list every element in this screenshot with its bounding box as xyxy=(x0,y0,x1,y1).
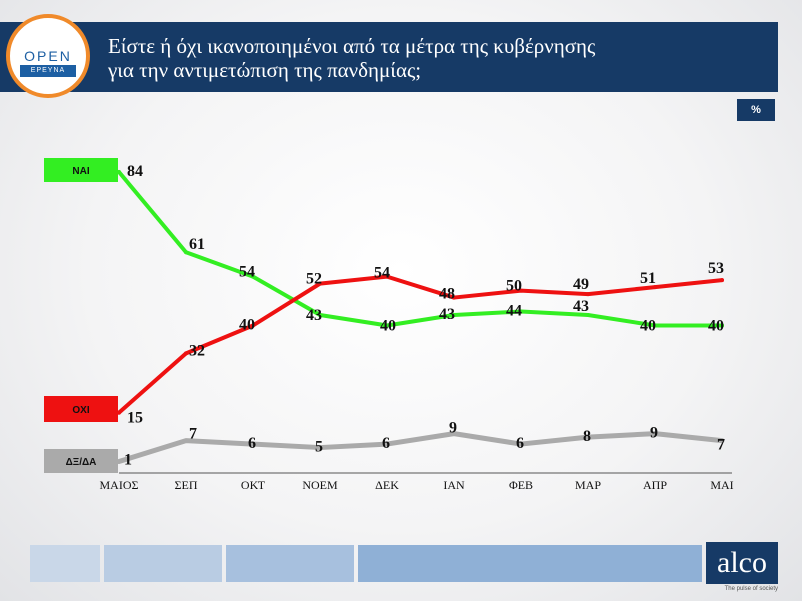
footer-strip xyxy=(226,545,354,582)
x-tick-label: ΙΑΝ xyxy=(443,478,465,492)
legend-label: ΔΞ/ΔΑ xyxy=(66,457,97,468)
data-label: 6 xyxy=(248,435,256,452)
series-line-3 xyxy=(116,431,725,465)
data-point xyxy=(720,438,724,443)
footer-strip xyxy=(104,545,222,582)
data-point xyxy=(653,323,657,328)
data-label: 15 xyxy=(127,410,143,427)
data-point xyxy=(519,288,523,293)
data-label: 43 xyxy=(439,306,455,323)
data-label: 1 xyxy=(124,452,132,469)
data-point xyxy=(318,445,322,450)
data-label: 7 xyxy=(717,437,725,454)
data-label: 8 xyxy=(583,428,591,445)
data-point xyxy=(184,351,188,356)
data-label: 6 xyxy=(382,435,390,452)
x-tick-label: ΔΕΚ xyxy=(375,478,399,492)
data-label: 44 xyxy=(506,303,522,320)
x-tick-label: ΑΠΡ xyxy=(643,478,667,492)
logo-text: OPEN xyxy=(24,48,72,64)
legend-swatch xyxy=(44,449,118,473)
logo-subtitle: ΕΡΕΥΝΑ xyxy=(20,65,76,77)
data-label: 9 xyxy=(650,425,658,442)
title-line-2: για την αντιμετώπιση της πανδημίας; xyxy=(108,58,422,82)
data-label: 43 xyxy=(573,298,589,315)
page-title: Είστε ή όχι ικανοποιημένοι από τα μέτρα … xyxy=(108,34,768,82)
legend-swatch xyxy=(44,396,118,422)
alco-tagline: The pulse of society xyxy=(724,586,778,592)
data-point xyxy=(653,431,657,436)
data-label: 61 xyxy=(189,236,205,253)
unit-badge: % xyxy=(737,99,775,121)
data-point xyxy=(184,250,188,255)
data-point xyxy=(452,313,456,318)
data-label: 52 xyxy=(306,271,322,288)
data-point xyxy=(318,313,322,318)
data-label: 54 xyxy=(239,264,255,281)
x-tick-label: ΣΕΠ xyxy=(175,478,198,492)
x-tick-label: ΜΑΙ xyxy=(710,478,733,492)
data-point xyxy=(720,323,724,328)
data-point xyxy=(586,313,590,318)
footer-strip xyxy=(30,545,100,582)
title-line-1: Είστε ή όχι ικανοποιημένοι από τα μέτρα … xyxy=(108,34,596,58)
data-label: 51 xyxy=(640,270,656,287)
x-tick-label: ΜΑΡ xyxy=(575,478,601,492)
data-point xyxy=(385,274,389,279)
data-point xyxy=(586,292,590,297)
series-line-2 xyxy=(117,274,724,415)
data-point xyxy=(251,442,255,447)
x-tick-label: ΟΚΤ xyxy=(241,478,266,492)
footer-strip xyxy=(358,545,702,582)
data-label: 40 xyxy=(640,317,656,334)
data-label: 6 xyxy=(516,435,524,452)
data-point xyxy=(452,295,456,300)
data-point xyxy=(519,309,523,314)
data-point xyxy=(251,274,255,279)
data-label: 54 xyxy=(374,265,390,282)
data-label: 50 xyxy=(506,278,522,295)
data-label: 5 xyxy=(315,439,323,456)
data-point xyxy=(385,323,389,328)
data-label: 7 xyxy=(189,426,197,443)
data-point xyxy=(586,435,590,440)
data-label: 49 xyxy=(573,276,589,293)
series-line-1 xyxy=(117,170,724,328)
data-point xyxy=(385,442,389,447)
open-logo xyxy=(6,14,90,98)
data-label: 9 xyxy=(449,420,457,437)
data-label: 43 xyxy=(306,307,322,324)
title-banner xyxy=(0,22,778,92)
data-point xyxy=(318,281,322,286)
data-point xyxy=(519,442,523,447)
legend-swatch xyxy=(44,158,118,182)
data-point xyxy=(653,285,657,290)
data-label: 84 xyxy=(127,163,143,180)
alco-logo: alco xyxy=(706,542,778,584)
x-tick-label: ΦΕΒ xyxy=(509,478,533,492)
x-tick-label: ΝΟΕΜ xyxy=(302,478,338,492)
data-label: 40 xyxy=(380,317,396,334)
legend-label: ΝΑΙ xyxy=(72,166,89,177)
data-point xyxy=(251,323,255,328)
data-point xyxy=(452,431,456,436)
data-label: 32 xyxy=(189,342,205,359)
legend-label: ΟΧΙ xyxy=(72,405,89,416)
data-label: 40 xyxy=(708,317,724,334)
data-label: 53 xyxy=(708,260,724,277)
data-label: 40 xyxy=(239,316,255,333)
data-point xyxy=(184,438,188,443)
data-label: 48 xyxy=(439,286,455,303)
x-tick-label: ΜΑΙΟΣ xyxy=(100,478,139,492)
data-point xyxy=(720,278,724,283)
